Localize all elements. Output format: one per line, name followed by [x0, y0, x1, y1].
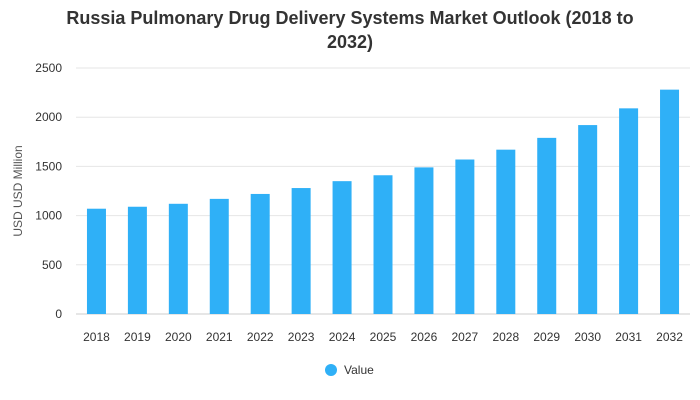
x-tick-label-2021: 2021: [206, 330, 233, 344]
bar-2018: [86, 208, 106, 314]
chart-title-line-1: Russia Pulmonary Drug Delivery Systems M…: [66, 8, 634, 28]
bar-2019: [127, 206, 147, 314]
bar-2021: [209, 198, 229, 314]
x-tick-label-2031: 2031: [615, 330, 642, 344]
bar-2030: [578, 125, 598, 315]
chart-title-line-2: 2032): [326, 32, 374, 52]
bar-2025: [373, 175, 393, 314]
bar-2029: [537, 137, 557, 314]
y-tick-label-1000: 1000: [35, 209, 62, 223]
legend-label-value: Value: [344, 363, 374, 377]
chart-title: Russia Pulmonary Drug Delivery Systems M…: [0, 6, 700, 54]
bar-2028: [496, 149, 516, 314]
y-tick-label-0: 0: [55, 307, 62, 321]
bar-2023: [291, 188, 311, 314]
y-tick-label-1500: 1500: [35, 159, 62, 173]
legend: Value: [325, 363, 374, 377]
x-tick-label-2022: 2022: [247, 330, 274, 344]
x-tick-label-2026: 2026: [411, 330, 438, 344]
x-tick-label-2030: 2030: [574, 330, 601, 344]
bar-2022: [250, 193, 270, 314]
bar-2031: [619, 108, 639, 315]
bar-2020: [168, 203, 188, 314]
y-tick-label-2500: 2500: [35, 61, 62, 75]
bar-2026: [414, 167, 434, 314]
x-tick-label-2027: 2027: [452, 330, 479, 344]
bar-2027: [455, 159, 475, 314]
x-tick-label-2018: 2018: [83, 330, 110, 344]
x-tick-label-2029: 2029: [533, 330, 560, 344]
x-tick-label-2019: 2019: [124, 330, 151, 344]
y-tick-label-2000: 2000: [35, 110, 62, 124]
legend-marker-value: [325, 364, 337, 376]
x-tick-label-2028: 2028: [492, 330, 519, 344]
x-tick-label-2032: 2032: [656, 330, 683, 344]
x-tick-label-2020: 2020: [165, 330, 192, 344]
y-tick-label-500: 500: [42, 258, 62, 272]
x-tick-label-2025: 2025: [370, 330, 397, 344]
x-tick-label-2024: 2024: [329, 330, 356, 344]
bar-2024: [332, 181, 352, 314]
x-tick-label-2023: 2023: [288, 330, 315, 344]
bar-2032: [660, 89, 680, 314]
y-axis-label: USD USD Million: [11, 145, 25, 236]
